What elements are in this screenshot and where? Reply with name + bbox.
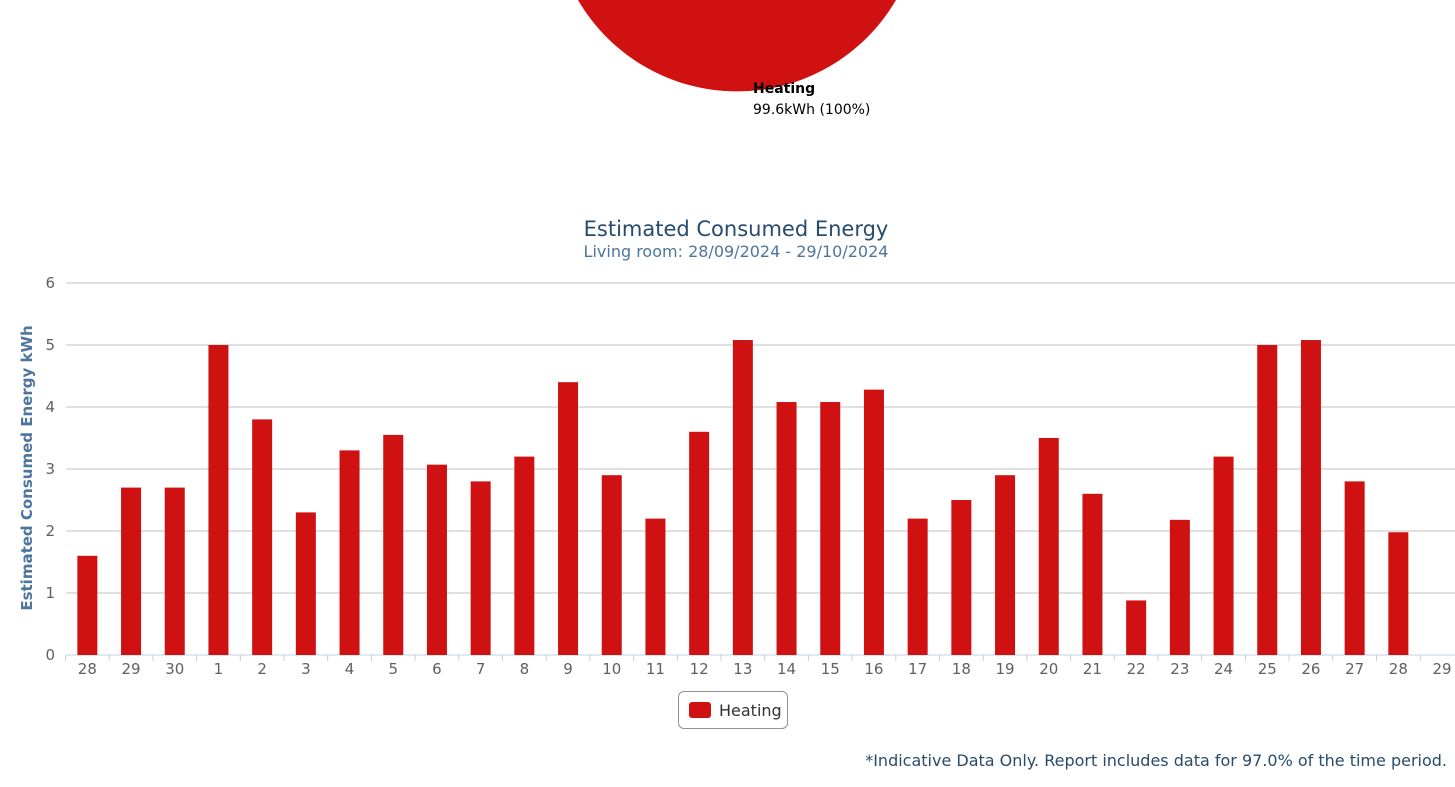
pie-label-value: 99.6kWh (100%) — [753, 102, 870, 118]
x-axis-ticks: 28 29 30 1 2 3 4 5 6 7 8 9 10 11 12 13 14 15 16 17 18 19 20 21 2… — [65, 655, 1452, 678]
bar[interactable] — [121, 487, 142, 655]
x-tick-label: 5 — [388, 660, 398, 678]
legend-label: Heating — [719, 700, 782, 720]
bar[interactable] — [1126, 600, 1147, 655]
x-tick-label: 1 — [214, 660, 224, 678]
pie-chart: Heating 99.6kWh (100%) — [578, 0, 896, 118]
y-tick-label: 5 — [45, 336, 55, 354]
x-tick-label: 3 — [301, 660, 311, 678]
x-tick-label: 20 — [1039, 660, 1058, 678]
x-tick-label: 19 — [996, 660, 1015, 678]
x-tick-label: 6 — [432, 660, 442, 678]
bar[interactable] — [77, 555, 98, 655]
x-tick-label: 24 — [1214, 660, 1233, 678]
bar[interactable] — [1300, 340, 1321, 655]
chart-title: Estimated Consumed Energy — [584, 217, 889, 241]
bar[interactable] — [383, 434, 404, 655]
bar[interactable] — [558, 382, 579, 655]
bar[interactable] — [1038, 438, 1059, 655]
y-tick-label: 1 — [45, 584, 55, 602]
bar[interactable] — [863, 389, 884, 655]
x-tick-label: 22 — [1127, 660, 1146, 678]
x-tick-label: 10 — [602, 660, 621, 678]
x-tick-label: 4 — [345, 660, 355, 678]
pie-label-connector — [735, 72, 743, 87]
bar[interactable] — [164, 487, 185, 655]
bar[interactable] — [1344, 481, 1365, 655]
bar[interactable] — [1388, 532, 1409, 655]
x-tick-label: 26 — [1301, 660, 1320, 678]
x-tick-label: 7 — [476, 660, 486, 678]
x-tick-label: 15 — [821, 660, 840, 678]
bar[interactable] — [1169, 519, 1190, 655]
bar[interactable] — [689, 431, 710, 655]
y-tick-label: 0 — [45, 646, 55, 664]
x-tick-label: 18 — [952, 660, 971, 678]
bar[interactable] — [776, 402, 797, 655]
pie-slice-heating[interactable] — [578, 0, 896, 92]
bar[interactable] — [426, 464, 447, 655]
x-tick-label: 12 — [690, 660, 709, 678]
bar[interactable] — [514, 456, 535, 655]
x-tick-label: 27 — [1345, 660, 1364, 678]
x-tick-label: 28 — [78, 660, 97, 678]
bar-chart: Estimated Consumed Energy Living room: 2… — [18, 217, 1455, 678]
y-tick-label: 2 — [45, 522, 55, 540]
bar[interactable] — [907, 518, 928, 655]
x-tick-label: 8 — [520, 660, 530, 678]
legend-swatch — [689, 702, 711, 718]
footnote: *Indicative Data Only. Report includes d… — [865, 751, 1447, 770]
bar[interactable] — [951, 500, 972, 655]
x-tick-label: 28 — [1389, 660, 1408, 678]
bar[interactable] — [601, 475, 622, 655]
x-tick-label: 13 — [733, 660, 752, 678]
x-tick-label: 30 — [165, 660, 184, 678]
bar[interactable] — [339, 450, 360, 655]
x-tick-label: 25 — [1258, 660, 1277, 678]
x-tick-label: 21 — [1083, 660, 1102, 678]
bar[interactable] — [470, 481, 491, 655]
x-tick-label: 14 — [777, 660, 796, 678]
x-tick-label: 29 — [122, 660, 141, 678]
bar[interactable] — [1257, 345, 1278, 655]
bar[interactable] — [1213, 456, 1234, 655]
y-tick-label: 6 — [45, 274, 55, 292]
y-axis-ticks: 0 1 2 3 4 5 6 — [45, 274, 55, 664]
bar[interactable] — [820, 402, 841, 655]
bar-series-heating — [77, 340, 1409, 655]
bar[interactable] — [295, 512, 316, 655]
bar[interactable] — [732, 340, 753, 655]
chart-subtitle: Living room: 28/09/2024 - 29/10/2024 — [584, 242, 889, 261]
bar[interactable] — [995, 475, 1016, 655]
x-tick-label: 29 — [1433, 660, 1452, 678]
x-tick-label: 2 — [257, 660, 267, 678]
gridlines — [66, 282, 1455, 656]
x-tick-label: 11 — [646, 660, 665, 678]
bar[interactable] — [208, 345, 229, 655]
x-tick-label: 9 — [563, 660, 573, 678]
legend-item-heating[interactable]: Heating — [678, 691, 788, 729]
pie-label-name: Heating — [753, 81, 815, 97]
y-tick-label: 3 — [45, 460, 55, 478]
y-tick-label: 4 — [45, 398, 55, 416]
x-tick-label: 23 — [1170, 660, 1189, 678]
bar[interactable] — [1082, 493, 1103, 655]
bar[interactable] — [645, 518, 666, 655]
x-tick-label: 17 — [908, 660, 927, 678]
y-axis-title: Estimated Consumed Energy kWh — [18, 325, 36, 610]
x-tick-label: 16 — [864, 660, 883, 678]
bar[interactable] — [252, 419, 273, 655]
